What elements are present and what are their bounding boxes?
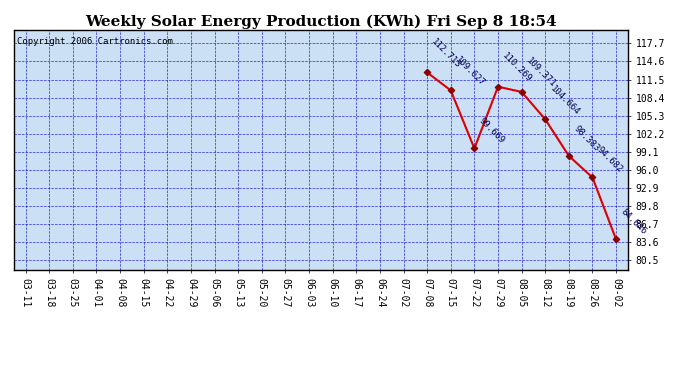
Text: 94.682: 94.682: [595, 146, 624, 175]
Point: [469, 146, 480, 152]
Text: 104.664: 104.664: [548, 84, 581, 117]
Point: [540, 116, 551, 122]
Text: 110.269: 110.269: [501, 51, 534, 84]
Text: Copyright 2006 Cartronics.com: Copyright 2006 Cartronics.com: [17, 37, 172, 46]
Text: 112.713: 112.713: [430, 37, 463, 70]
Point: [611, 237, 622, 243]
Point: [587, 174, 598, 180]
Text: 84.046: 84.046: [619, 207, 648, 237]
Text: 109.627: 109.627: [453, 55, 486, 88]
Point: [563, 153, 574, 159]
Text: 98.383: 98.383: [571, 124, 601, 153]
Title: Weekly Solar Energy Production (KWh) Fri Sep 8 18:54: Weekly Solar Energy Production (KWh) Fri…: [85, 15, 557, 29]
Text: 109.371: 109.371: [524, 56, 558, 89]
Point: [516, 89, 527, 95]
Text: 99.669: 99.669: [477, 117, 506, 146]
Point: [422, 69, 433, 75]
Point: [445, 87, 456, 93]
Point: [493, 84, 504, 90]
